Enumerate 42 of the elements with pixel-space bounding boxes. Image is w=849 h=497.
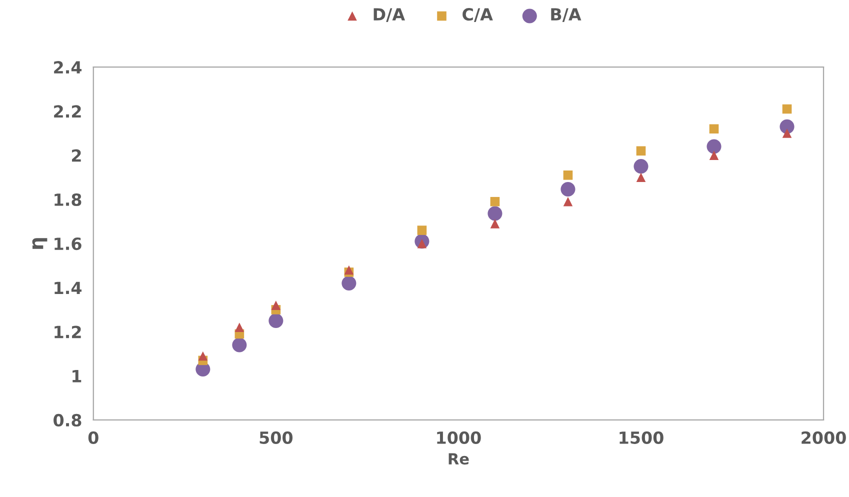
legend-label: D/A [374,8,405,22]
x-tick-label: 1000 [437,431,481,444]
point [560,182,576,197]
y-tick-label: 1.2 [54,326,81,338]
y-tick-label: 0.8 [54,414,82,427]
x-axis-title: Re [448,453,469,465]
y-tick-label: 1 [72,370,82,382]
point [490,219,500,228]
point [563,196,573,206]
point [344,265,354,275]
point [634,159,648,174]
point [417,226,427,235]
point [706,139,722,154]
point [782,104,792,114]
point [782,128,792,138]
point [709,150,719,160]
point [636,172,646,182]
x-tick-label: 2000 [802,431,846,444]
y-tick-label: 1.4 [54,282,82,294]
legend-label: B/A [551,8,582,22]
legend-label: C/A [462,8,493,22]
x-tick-label: 0 [88,431,98,444]
point [268,313,284,328]
y-axis-title: η [32,238,48,249]
point [232,338,247,352]
y-tick-label: 1.8 [54,193,82,206]
point [234,322,244,332]
point [488,206,502,221]
y-tick-label: 2.4 [54,61,82,74]
point [271,300,281,310]
point [342,276,356,291]
point [490,196,500,206]
point [563,170,573,180]
y-tick-label: 2.2 [54,105,81,118]
point [780,119,794,134]
y-tick-label: 1.6 [54,238,82,250]
x-tick-label: 1500 [620,431,664,444]
x-tick-label: 500 [260,431,293,444]
point [636,146,646,156]
point [198,351,208,361]
y-tick-label: 2 [72,149,81,162]
point [709,124,719,134]
